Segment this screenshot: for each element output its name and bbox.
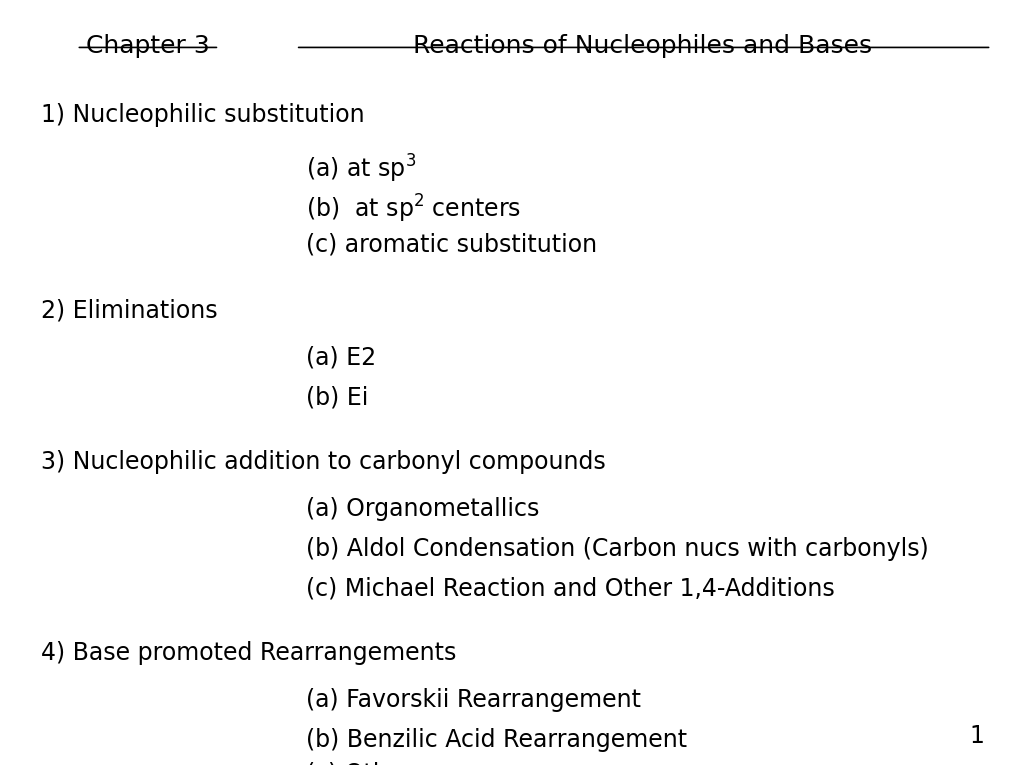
Text: 1) Nucleophilic substitution: 1) Nucleophilic substitution bbox=[41, 103, 364, 127]
Text: (a) at sp$^{3}$: (a) at sp$^{3}$ bbox=[306, 153, 416, 185]
Text: (c) Michael Reaction and Other 1,4-Additions: (c) Michael Reaction and Other 1,4-Addit… bbox=[306, 577, 834, 601]
Text: 3) Nucleophilic addition to carbonyl compounds: 3) Nucleophilic addition to carbonyl com… bbox=[41, 450, 605, 474]
Text: Chapter 3: Chapter 3 bbox=[86, 34, 210, 58]
Text: (c) aromatic substitution: (c) aromatic substitution bbox=[306, 233, 596, 256]
Text: (b) Aldol Condensation (Carbon nucs with carbonyls): (b) Aldol Condensation (Carbon nucs with… bbox=[306, 537, 928, 561]
Text: (b)  at sp$^{2}$ centers: (b) at sp$^{2}$ centers bbox=[306, 193, 521, 225]
Text: Reactions of Nucleophiles and Bases: Reactions of Nucleophiles and Bases bbox=[413, 34, 871, 58]
Text: (c) Others: (c) Others bbox=[306, 762, 424, 765]
Text: 1: 1 bbox=[968, 724, 983, 748]
Text: (b) Benzilic Acid Rearrangement: (b) Benzilic Acid Rearrangement bbox=[306, 728, 687, 752]
Text: 4) Base promoted Rearrangements: 4) Base promoted Rearrangements bbox=[41, 641, 455, 665]
Text: 2) Eliminations: 2) Eliminations bbox=[41, 298, 217, 322]
Text: (a) Favorskii Rearrangement: (a) Favorskii Rearrangement bbox=[306, 688, 640, 712]
Text: (a) E2: (a) E2 bbox=[306, 346, 376, 369]
Text: (a) Organometallics: (a) Organometallics bbox=[306, 497, 539, 521]
Text: (b) Ei: (b) Ei bbox=[306, 386, 368, 409]
